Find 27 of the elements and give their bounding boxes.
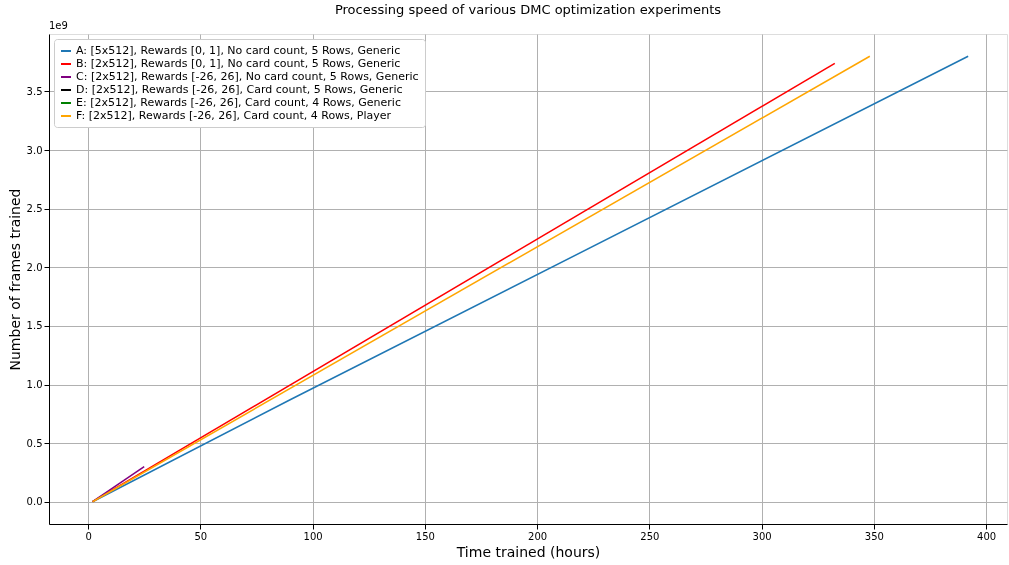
chart-title: Processing speed of various DMC optimization experiments xyxy=(334,2,722,17)
y-tick-label: 3.5 xyxy=(26,85,43,97)
legend-label: F: [2x512], Rewards [-26, 26], Card count, 4 Rows, Player xyxy=(76,109,392,122)
legend-label: A: [5x512], Rewards [0, 1], No card count, 5 Rows, Generic xyxy=(76,44,401,57)
legend-label: B: [2x512], Rewards [0, 1], No card count, 5 Rows, Generic xyxy=(76,57,401,70)
x-tick-label: 100 xyxy=(303,530,323,542)
x-tick-label: 350 xyxy=(864,530,884,542)
y-tick-label: 1.0 xyxy=(26,379,43,390)
y-tick-label: 1.5 xyxy=(26,320,43,332)
x-axis-title: Time trained (hours) xyxy=(455,543,601,560)
y-tick-label: 0.0 xyxy=(26,496,43,508)
y-tick-label: 2.5 xyxy=(26,203,43,215)
y-tick-label: 0.5 xyxy=(26,437,43,449)
y-tick-label: 2.0 xyxy=(26,261,43,273)
x-tick-label: 400 xyxy=(977,530,997,542)
legend-label: E: [2x512], Rewards [-26, 26], Card count, 4 Rows, Generic xyxy=(76,96,401,109)
legend-label: D: [2x512], Rewards [-26, 26], Card count, 5 Rows, Generic xyxy=(76,83,403,96)
x-tick-label: 200 xyxy=(528,530,548,542)
y-tick-label: 3.0 xyxy=(26,144,43,156)
x-tick-label: 0 xyxy=(85,530,92,542)
x-tick-label: 50 xyxy=(194,530,208,542)
text: 1e9 xyxy=(49,20,68,31)
x-tick-label: 250 xyxy=(640,530,660,542)
x-tick-label: 300 xyxy=(752,530,772,542)
x-tick-label: 150 xyxy=(415,530,435,542)
legend-label: C: [2x512], Rewards [-26, 26], No card count, 5 Rows, Generic xyxy=(76,70,419,83)
y-axis-title: Number of frames trained xyxy=(6,188,23,371)
